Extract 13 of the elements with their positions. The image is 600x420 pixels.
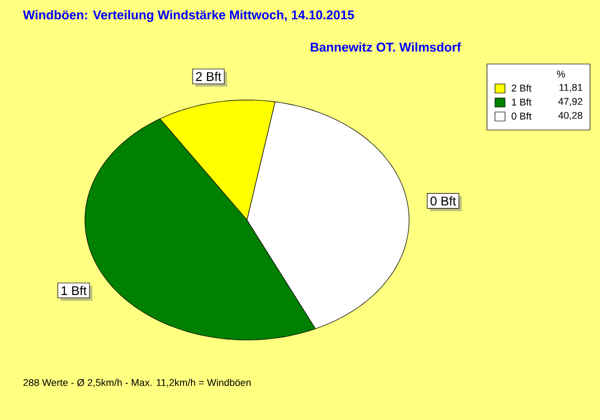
legend-label: 1 Bft	[512, 98, 532, 106]
data-label: 11,81	[560, 84, 582, 92]
chart-subtitle: Bannewitz OT. Wilmsdorf	[310, 42, 462, 52]
slice-label: 2 Bft	[196, 72, 222, 82]
legend-title: %	[556, 70, 566, 78]
slice-label: 0 Bft	[430, 196, 456, 206]
data-label: 40,28	[558, 112, 582, 120]
legend-label: 0 Bft	[512, 112, 532, 120]
chart-title: Windböen: Verteilung Windstärke Mittwoch, 14.10.2015	[22, 10, 354, 22]
legend-label: 2 Bft	[512, 84, 532, 92]
slice-label: 1 Bft	[62, 286, 87, 296]
data-label: 47,92	[558, 98, 582, 106]
text: 288 Werte - Ø 2,5km/h - Max. 11,2km/h = Windböen	[23, 378, 251, 388]
